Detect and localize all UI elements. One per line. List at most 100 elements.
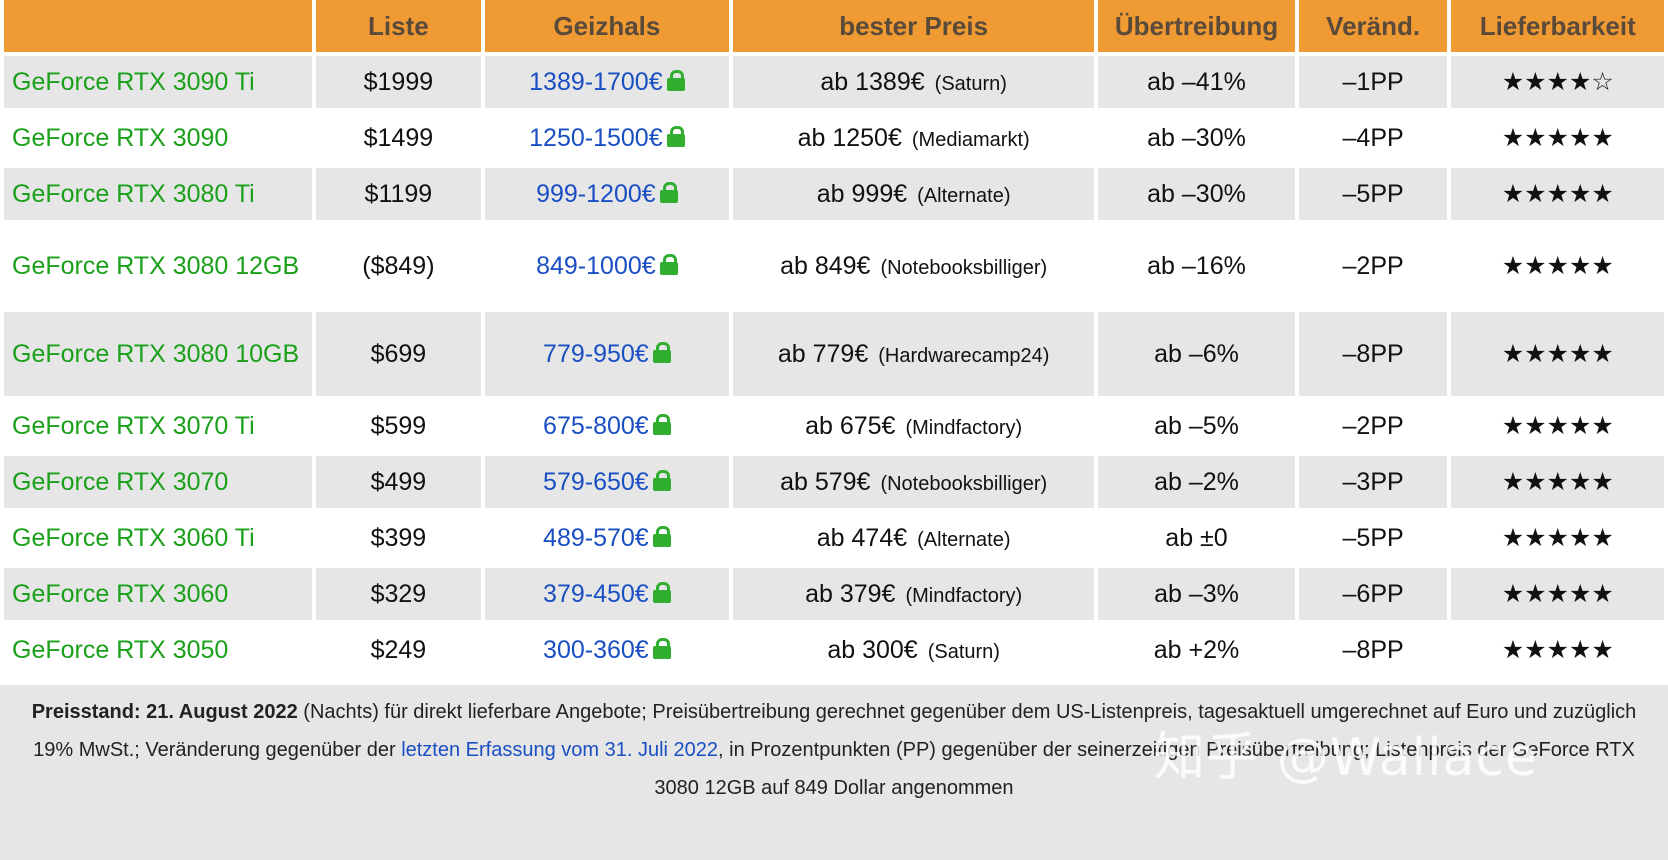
star-rating: ★★★★☆: [1451, 56, 1664, 108]
list-price: $1999: [316, 56, 481, 108]
uebertreibung: ab –3%: [1098, 568, 1295, 620]
header-lieferbarkeit: Lieferbarkeit: [1451, 0, 1664, 52]
geizhals-link[interactable]: 300-360€: [543, 635, 649, 664]
geizhals-cell[interactable]: 999-1200€: [484, 168, 730, 220]
best-price-cell: ab 779€ (Hardwarecamp24): [733, 312, 1095, 396]
veraenderung: –5PP: [1298, 168, 1448, 220]
best-price: ab 300€: [827, 635, 918, 664]
geizhals-link[interactable]: 849-1000€: [536, 251, 656, 280]
shop-name: (Hardwarecamp24): [878, 344, 1050, 367]
lock-icon: [659, 181, 678, 203]
veraenderung: –5PP: [1298, 512, 1448, 564]
header-uebertreibung: Übertreibung: [1098, 0, 1295, 52]
header-bester-preis: bester Preis: [733, 0, 1095, 52]
star-rating: ★★★★★: [1451, 568, 1664, 620]
best-price-cell: ab 675€ (Mindfactory): [733, 400, 1095, 452]
list-price: $599: [316, 400, 481, 452]
star-rating: ★★★★★: [1451, 312, 1664, 396]
geizhals-cell[interactable]: 675-800€: [484, 400, 730, 452]
shop-name: (Mindfactory): [905, 584, 1023, 607]
list-price: $699: [316, 312, 481, 396]
geizhals-cell[interactable]: 379-450€: [484, 568, 730, 620]
model-name: GeForce RTX 3090: [4, 112, 313, 164]
uebertreibung: ab ±0: [1098, 512, 1295, 564]
veraenderung: –2PP: [1298, 400, 1448, 452]
geizhals-link[interactable]: 779-950€: [543, 339, 649, 368]
header-veraend: Veränd.: [1298, 0, 1448, 52]
best-price: ab 379€: [805, 579, 896, 608]
list-price: $499: [316, 456, 481, 508]
table-row: GeForce RTX 3050 $249 300-360€ ab 300€ (S…: [4, 624, 1664, 676]
lock-icon: [666, 125, 685, 147]
best-price: ab 675€: [805, 411, 896, 440]
header-geizhals: Geizhals: [484, 0, 730, 52]
shop-name: (Alternate): [917, 528, 1011, 551]
header-model: [4, 0, 313, 52]
model-name: GeForce RTX 3050: [4, 624, 313, 676]
star-rating: ★★★★★: [1451, 168, 1664, 220]
lock-icon: [652, 341, 671, 363]
lock-icon: [666, 69, 685, 91]
best-price-cell: ab 999€ (Alternate): [733, 168, 1095, 220]
footnote-link[interactable]: letzten Erfassung vom 31. Juli 2022: [401, 739, 719, 761]
lock-icon: [652, 637, 671, 659]
lock-icon: [652, 469, 671, 491]
geizhals-link[interactable]: 675-800€: [543, 411, 649, 440]
best-price: ab 779€: [777, 339, 869, 368]
star-rating: ★★★★★: [1451, 456, 1664, 508]
lock-icon: [652, 525, 671, 547]
shop-name: (Notebooksbilliger): [880, 256, 1048, 279]
model-name: GeForce RTX 3080 10GB: [4, 312, 313, 396]
geizhals-link[interactable]: 579-650€: [543, 467, 649, 496]
star-rating: ★★★★★: [1451, 112, 1664, 164]
list-price: ($849): [316, 224, 481, 308]
geizhals-cell[interactable]: 489-570€: [484, 512, 730, 564]
uebertreibung: ab +2%: [1098, 624, 1295, 676]
veraenderung: –6PP: [1298, 568, 1448, 620]
list-price: $329: [316, 568, 481, 620]
price-table: Liste Geizhals bester Preis Übertreibung…: [4, 0, 1664, 676]
veraenderung: –4PP: [1298, 112, 1448, 164]
table-row: GeForce RTX 3060 Ti $399 489-570€ ab 474…: [4, 512, 1664, 564]
best-price-cell: ab 849€ (Notebooksbilliger): [733, 224, 1095, 308]
best-price-cell: ab 579€ (Notebooksbilliger): [733, 456, 1095, 508]
geizhals-link[interactable]: 999-1200€: [536, 179, 656, 208]
model-name: GeForce RTX 3070 Ti: [4, 400, 313, 452]
geizhals-cell[interactable]: 849-1000€: [484, 224, 730, 308]
list-price: $1499: [316, 112, 481, 164]
header-row: Liste Geizhals bester Preis Übertreibung…: [4, 0, 1664, 52]
shop-name: (Mindfactory): [905, 416, 1023, 439]
best-price-cell: ab 474€ (Alternate): [733, 512, 1095, 564]
table-row: GeForce RTX 3080 12GB ($849) 849-1000€ a…: [4, 224, 1664, 308]
geizhals-cell[interactable]: 1250-1500€: [484, 112, 730, 164]
shop-name: (Alternate): [917, 184, 1011, 207]
best-price: ab 1389€: [820, 67, 925, 96]
geizhals-link[interactable]: 489-570€: [543, 523, 649, 552]
footnote-text: (Nachts) für direkt lieferbare Angebote;…: [33, 701, 1637, 761]
geizhals-link[interactable]: 379-450€: [543, 579, 649, 608]
geizhals-link[interactable]: 1389-1700€: [529, 67, 663, 96]
geizhals-link[interactable]: 1250-1500€: [529, 123, 663, 152]
geizhals-cell[interactable]: 300-360€: [484, 624, 730, 676]
uebertreibung: ab –41%: [1098, 56, 1295, 108]
model-name: GeForce RTX 3090 Ti: [4, 56, 313, 108]
list-price: $249: [316, 624, 481, 676]
geizhals-cell[interactable]: 779-950€: [484, 312, 730, 396]
lock-icon: [652, 581, 671, 603]
lock-icon: [652, 413, 671, 435]
table-row: GeForce RTX 3090 Ti $1999 1389-1700€ ab …: [4, 56, 1664, 108]
best-price-cell: ab 300€ (Saturn): [733, 624, 1095, 676]
best-price-cell: ab 379€ (Mindfactory): [733, 568, 1095, 620]
uebertreibung: ab –16%: [1098, 224, 1295, 308]
veraenderung: –1PP: [1298, 56, 1448, 108]
geizhals-cell[interactable]: 579-650€: [484, 456, 730, 508]
lock-icon: [659, 253, 678, 275]
best-price: ab 474€: [816, 523, 908, 552]
header-liste: Liste: [316, 0, 481, 52]
geizhals-cell[interactable]: 1389-1700€: [484, 56, 730, 108]
footnote-date: Preisstand: 21. August 2022: [31, 701, 298, 723]
best-price: ab 579€: [780, 467, 871, 496]
model-name: GeForce RTX 3080 12GB: [4, 224, 313, 308]
model-name: GeForce RTX 3060: [4, 568, 313, 620]
